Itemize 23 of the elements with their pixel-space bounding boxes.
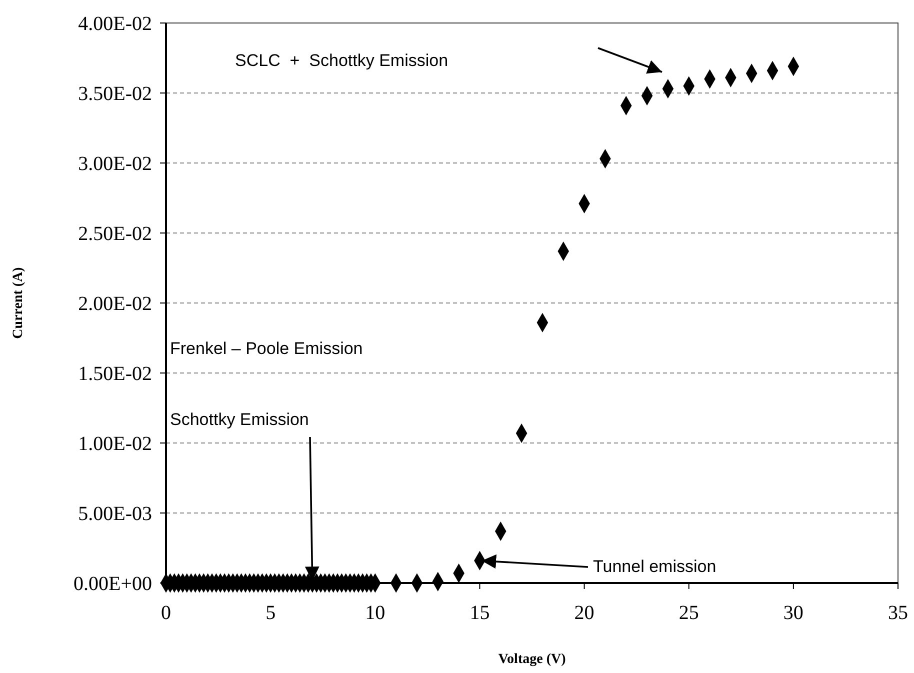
x-tick-label: 15 bbox=[470, 602, 490, 624]
x-tick-label: 25 bbox=[678, 602, 699, 624]
x-tick-label: 5 bbox=[266, 602, 276, 624]
y-tick-label: 1.00E-02 bbox=[78, 433, 152, 455]
y-tick-label: 1.50E-02 bbox=[78, 363, 152, 385]
x-tick-label: 0 bbox=[161, 602, 171, 624]
y-tick-label: 3.00E-02 bbox=[78, 153, 152, 175]
x-tick-label: 20 bbox=[574, 602, 594, 624]
x-tick-label: 35 bbox=[888, 602, 908, 624]
x-axis-title: Voltage (V) bbox=[498, 652, 566, 667]
annotation: Frenkel – Poole Emission bbox=[170, 339, 363, 358]
x-tick-label: 10 bbox=[365, 602, 386, 624]
annotation: SCLC + Schottky Emission bbox=[235, 51, 448, 70]
y-tick-label: 3.50E-02 bbox=[78, 83, 152, 105]
y-tick-label: 4.00E-02 bbox=[78, 13, 152, 35]
y-tick-label: 5.00E-03 bbox=[78, 503, 152, 525]
y-tick-label: 0.00E+00 bbox=[74, 573, 152, 595]
y-tick-label: 2.00E-02 bbox=[78, 293, 152, 315]
annotation: Tunnel emission bbox=[593, 557, 716, 576]
annotation: Schottky Emission bbox=[170, 410, 309, 429]
y-axis-title: Current (A) bbox=[11, 266, 26, 339]
x-tick-label: 30 bbox=[783, 602, 804, 624]
y-tick-label: 2.50E-02 bbox=[78, 223, 152, 245]
